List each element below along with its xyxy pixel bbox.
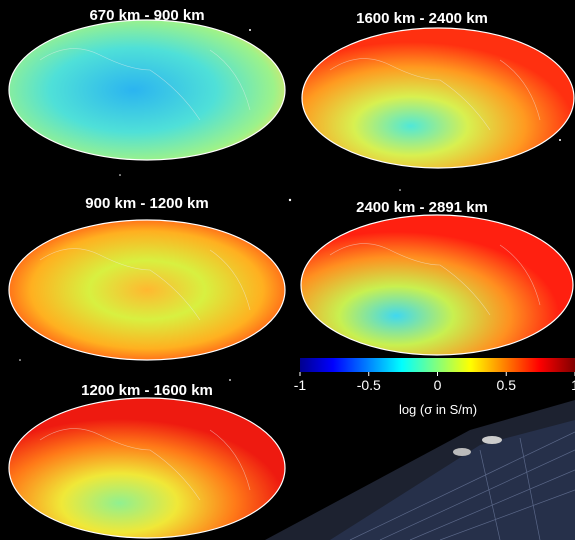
map [301,215,573,355]
map [302,28,574,168]
colorbar-tick-label: 1 [571,377,575,393]
map [9,20,285,160]
map-title: 900 km - 1200 km [85,195,208,212]
colorbar-label: log (σ in S/m) [399,402,477,417]
map [9,398,285,538]
figure: 670 km - 900 km 1600 km - 2400 km 900 km… [0,0,575,540]
map [9,220,285,360]
colorbar-tick-label: 0.5 [497,377,517,393]
colorbar-tick-label: -1 [294,377,307,393]
map-title: 2400 km - 2891 km [356,199,488,216]
colorbar-tick-label: 0 [434,377,442,393]
colorbar [300,358,575,372]
map-title: 1600 km - 2400 km [356,10,488,27]
map-title: 670 km - 900 km [89,7,204,24]
colorbar-tick-label: -0.5 [357,377,381,393]
map-title: 1200 km - 1600 km [81,382,213,399]
